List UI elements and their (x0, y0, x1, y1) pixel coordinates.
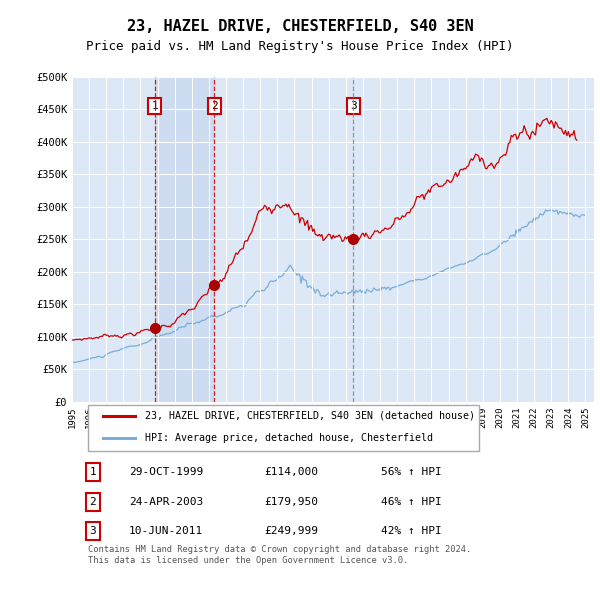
Text: £249,999: £249,999 (264, 526, 318, 536)
Text: 1: 1 (151, 101, 158, 111)
Text: 3: 3 (350, 101, 357, 111)
Text: 23, HAZEL DRIVE, CHESTERFIELD, S40 3EN: 23, HAZEL DRIVE, CHESTERFIELD, S40 3EN (127, 19, 473, 34)
Text: £179,950: £179,950 (264, 497, 318, 507)
FancyBboxPatch shape (88, 405, 479, 451)
Text: 2: 2 (211, 101, 218, 111)
Text: 3: 3 (89, 526, 96, 536)
Text: 24-APR-2003: 24-APR-2003 (129, 497, 203, 507)
Text: HPI: Average price, detached house, Chesterfield: HPI: Average price, detached house, Ches… (145, 432, 433, 442)
Text: 46% ↑ HPI: 46% ↑ HPI (381, 497, 442, 507)
Text: 42% ↑ HPI: 42% ↑ HPI (381, 526, 442, 536)
Text: 23, HAZEL DRIVE, CHESTERFIELD, S40 3EN (detached house): 23, HAZEL DRIVE, CHESTERFIELD, S40 3EN (… (145, 411, 475, 421)
Text: £114,000: £114,000 (264, 467, 318, 477)
Text: 10-JUN-2011: 10-JUN-2011 (129, 526, 203, 536)
Text: Price paid vs. HM Land Registry's House Price Index (HPI): Price paid vs. HM Land Registry's House … (86, 40, 514, 53)
Text: 1: 1 (89, 467, 96, 477)
Text: 2: 2 (89, 497, 96, 507)
Text: 29-OCT-1999: 29-OCT-1999 (129, 467, 203, 477)
Text: 56% ↑ HPI: 56% ↑ HPI (381, 467, 442, 477)
Bar (155, 77, 214, 402)
Text: Contains HM Land Registry data © Crown copyright and database right 2024.
This d: Contains HM Land Registry data © Crown c… (88, 545, 471, 565)
